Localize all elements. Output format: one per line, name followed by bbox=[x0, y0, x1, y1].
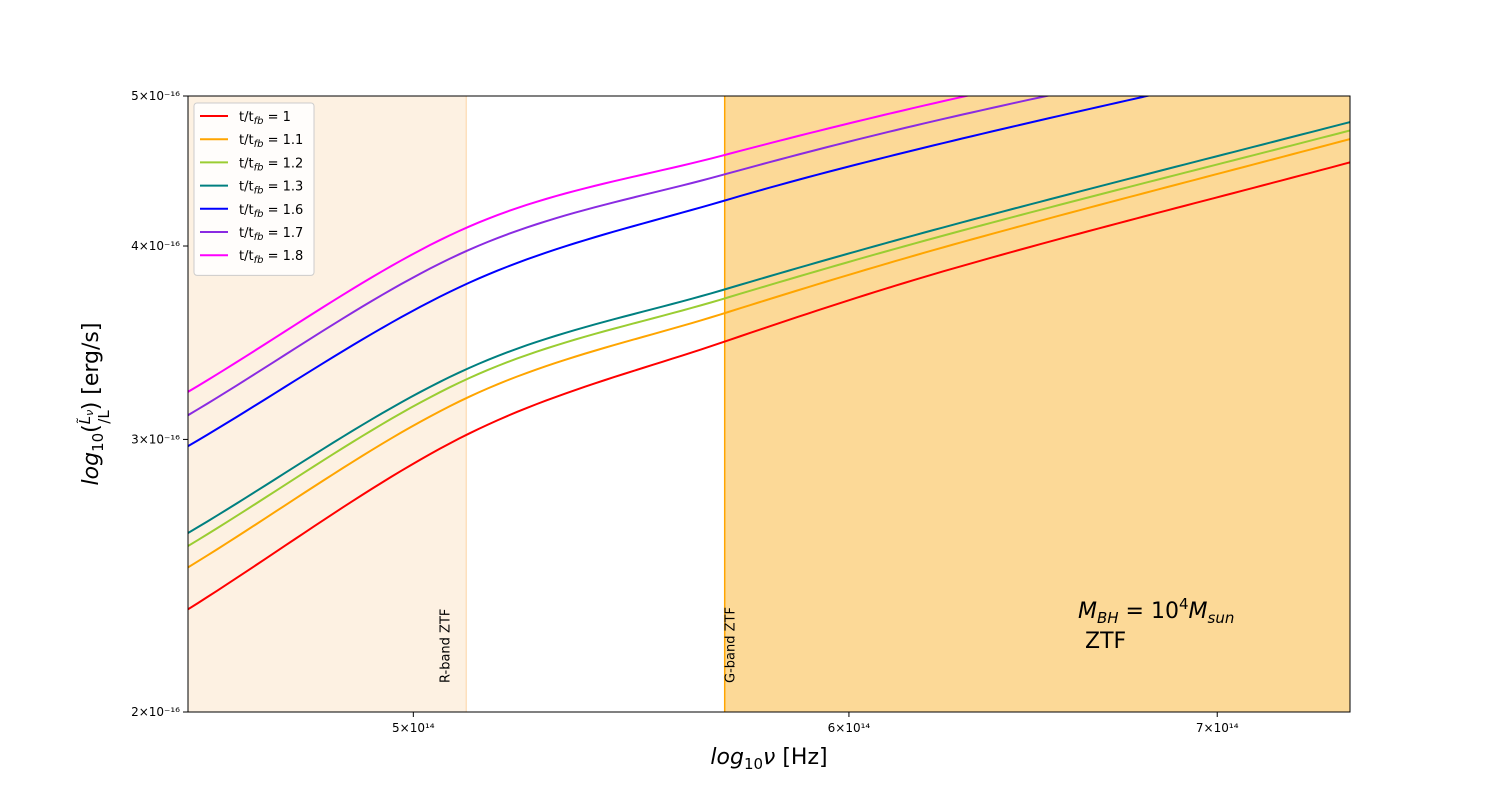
x-tick-label-2: 7×10¹⁴ bbox=[1196, 721, 1239, 735]
bands-layer bbox=[188, 96, 1350, 712]
legend-label-3: t/tfb = 1.3 bbox=[239, 180, 303, 197]
series-line-4 bbox=[188, 96, 1152, 448]
band-label-1: G-band ZTF bbox=[724, 607, 739, 683]
legend-label-2: t/tfb = 1.2 bbox=[239, 156, 303, 173]
x-ticks: 5×10¹⁴ 6×10¹⁴ 7×10¹⁴ bbox=[392, 712, 1239, 735]
y-tick-label-2: 4×10⁻¹⁶ bbox=[131, 239, 180, 253]
series-line-6 bbox=[188, 96, 971, 393]
svg-text:log10(L̃ν/L) [erg/s]: log10(L̃ν/L) [erg/s] bbox=[75, 323, 113, 486]
band-label-0: R-band ZTF bbox=[438, 609, 453, 683]
x-tick-label-1: 6×10¹⁴ bbox=[828, 721, 871, 735]
x-tick-label-0: 5×10¹⁴ bbox=[392, 721, 435, 735]
series-line-2 bbox=[188, 129, 1350, 547]
svg-text:MBH = 104Msun: MBH = 104Msun bbox=[1078, 595, 1234, 627]
legend-label-1: t/tfb = 1.1 bbox=[239, 133, 303, 150]
y-ticks: 2×10⁻¹⁶ 3×10⁻¹⁶ 4×10⁻¹⁶ 5×10⁻¹⁶ bbox=[131, 89, 188, 719]
legend-label-4: t/tfb = 1.6 bbox=[239, 203, 303, 220]
y-tick-label-3: 5×10⁻¹⁶ bbox=[131, 89, 180, 103]
series-layer bbox=[188, 96, 1350, 611]
y-tick-label-1: 3×10⁻¹⁶ bbox=[131, 432, 180, 446]
band-1 bbox=[724, 96, 1350, 712]
series-line-5 bbox=[188, 96, 1052, 417]
legend: t/tfb = 1 t/tfb = 1.1 t/tfb = 1.2 t/tfb = 1… bbox=[193, 102, 315, 276]
plot-frame bbox=[187, 95, 1351, 713]
band-labels-layer: R-band ZTF G-band ZTF bbox=[438, 607, 738, 683]
series-line-0 bbox=[188, 161, 1350, 611]
y-tick-label-0: 2×10⁻¹⁶ bbox=[131, 705, 180, 719]
y-axis-label: log10(L̃ν/L) [erg/s] bbox=[75, 323, 113, 486]
x-axis-label: log10ν [Hz] bbox=[710, 745, 827, 773]
legend-label-5: t/tfb = 1.7 bbox=[239, 226, 303, 243]
annotation: MBH = 104Msun ZTF bbox=[1078, 595, 1234, 654]
series-line-1 bbox=[188, 138, 1350, 569]
annotation-ztf: ZTF bbox=[1085, 629, 1126, 654]
legend-label-6: t/tfb = 1.8 bbox=[239, 249, 303, 266]
series-line-3 bbox=[188, 121, 1350, 534]
legend-label-0: t/tfb = 1 bbox=[239, 110, 291, 127]
